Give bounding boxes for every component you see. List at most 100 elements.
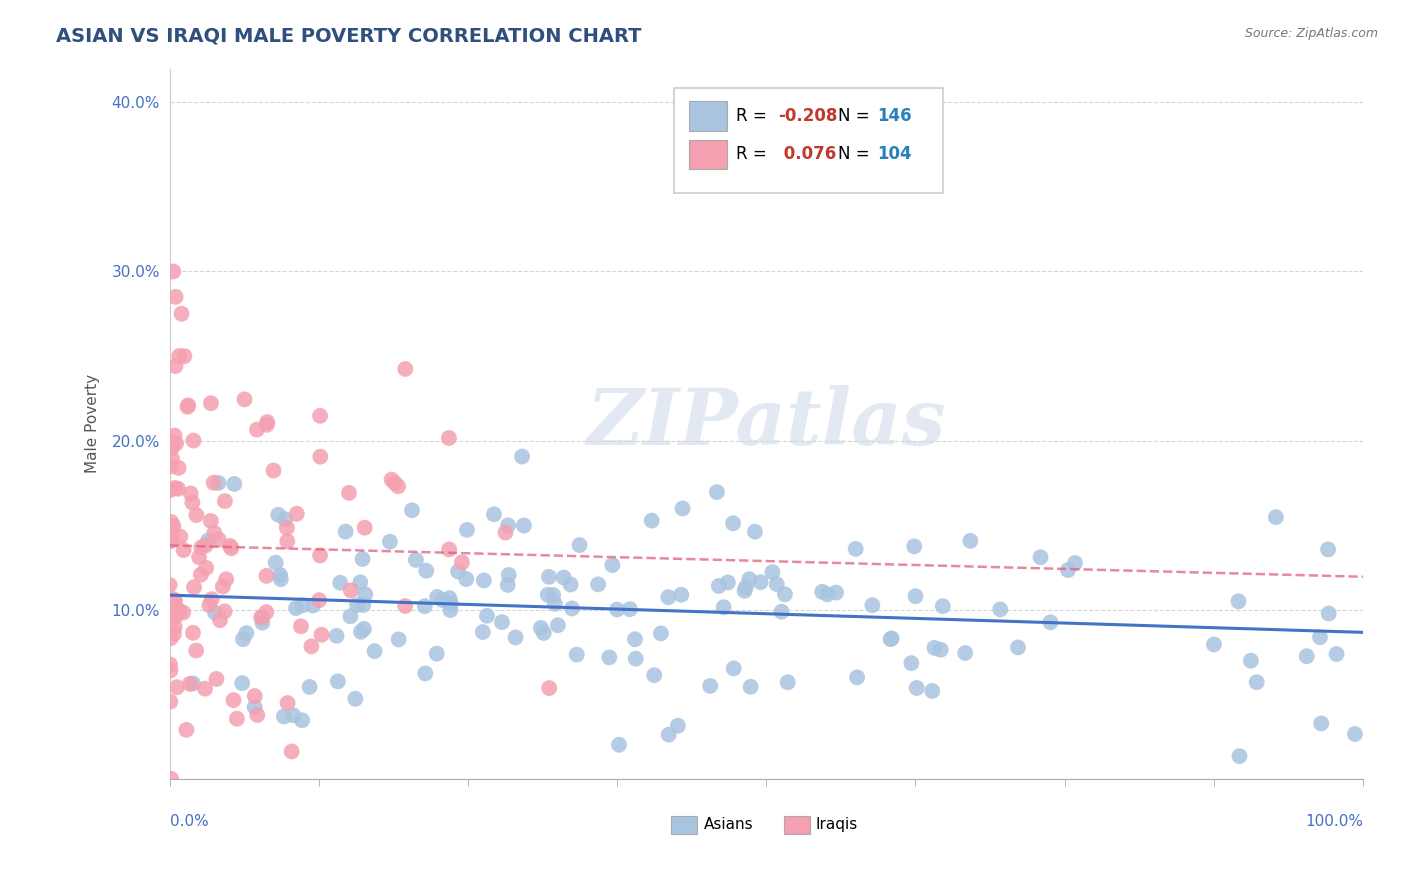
Point — [181, 495, 204, 509]
Point — [344, 691, 367, 706]
Point — [160, 515, 183, 529]
Point — [561, 601, 583, 615]
Point — [200, 396, 222, 410]
Point — [363, 644, 385, 658]
Point — [165, 610, 187, 624]
Point — [1064, 556, 1087, 570]
Point — [254, 605, 277, 619]
Point — [264, 556, 287, 570]
Point — [190, 567, 212, 582]
Point — [167, 605, 190, 619]
Text: N =: N = — [838, 107, 875, 125]
Point — [440, 597, 463, 611]
Point — [246, 708, 269, 723]
Point — [437, 542, 460, 557]
Point — [215, 572, 238, 586]
Point — [167, 349, 190, 363]
Point — [544, 597, 567, 611]
Text: N =: N = — [838, 145, 875, 163]
Point — [163, 627, 186, 641]
Point — [159, 459, 181, 474]
Point — [160, 533, 183, 548]
Point — [172, 606, 194, 620]
Point — [219, 539, 242, 553]
Point — [388, 632, 411, 647]
Point — [932, 599, 955, 614]
Point — [738, 572, 761, 586]
Point — [235, 626, 257, 640]
Point — [880, 632, 903, 646]
Point — [401, 503, 423, 517]
Point — [186, 643, 208, 657]
Point — [254, 569, 277, 583]
Point — [329, 575, 352, 590]
Point — [586, 577, 609, 591]
Point — [163, 620, 186, 634]
Point — [337, 486, 360, 500]
Point — [159, 657, 181, 672]
Point — [165, 593, 187, 607]
Point — [415, 666, 437, 681]
Point — [1246, 675, 1268, 690]
Point — [163, 481, 186, 495]
Point — [267, 508, 290, 522]
Point — [1326, 647, 1348, 661]
Point — [496, 518, 519, 533]
Point — [1265, 510, 1288, 524]
Point — [1007, 640, 1029, 655]
Point — [169, 530, 191, 544]
Point — [205, 672, 228, 686]
Point — [658, 728, 681, 742]
Text: Source: ZipAtlas.com: Source: ZipAtlas.com — [1244, 27, 1378, 40]
FancyBboxPatch shape — [675, 87, 943, 193]
Point — [214, 494, 236, 508]
Point — [302, 599, 325, 613]
Point — [456, 572, 478, 586]
FancyBboxPatch shape — [689, 139, 727, 169]
Point — [533, 626, 555, 640]
Point — [222, 693, 245, 707]
Point — [165, 290, 187, 304]
Point — [903, 540, 925, 554]
Point — [179, 677, 201, 691]
Point — [281, 708, 304, 723]
Point — [1039, 615, 1062, 630]
Point — [740, 680, 762, 694]
Text: 100.0%: 100.0% — [1305, 814, 1362, 830]
Point — [607, 738, 630, 752]
Point — [159, 531, 181, 545]
Point — [159, 632, 181, 646]
Point — [456, 523, 478, 537]
Point — [475, 608, 498, 623]
Point — [167, 460, 190, 475]
Point — [160, 441, 183, 455]
Point — [929, 642, 952, 657]
Point — [671, 501, 693, 516]
Point — [224, 477, 246, 491]
Point — [181, 676, 204, 690]
Point — [921, 684, 943, 698]
Point — [183, 580, 205, 594]
Point — [201, 592, 224, 607]
Point — [496, 578, 519, 592]
Point — [350, 624, 373, 639]
Text: Asians: Asians — [704, 817, 754, 832]
Point — [624, 632, 647, 647]
Point — [378, 534, 401, 549]
Point — [602, 558, 624, 573]
Point — [221, 541, 243, 556]
Point — [159, 534, 181, 549]
Point — [1310, 716, 1333, 731]
Point — [340, 583, 363, 598]
Point — [273, 709, 295, 723]
Point — [232, 632, 254, 647]
Point — [721, 516, 744, 531]
Point — [311, 628, 333, 642]
Point — [291, 713, 314, 727]
Point — [202, 526, 225, 541]
Point — [335, 524, 357, 539]
Point — [170, 307, 193, 321]
Point — [1309, 630, 1331, 644]
Point — [415, 564, 437, 578]
Point — [988, 602, 1011, 616]
